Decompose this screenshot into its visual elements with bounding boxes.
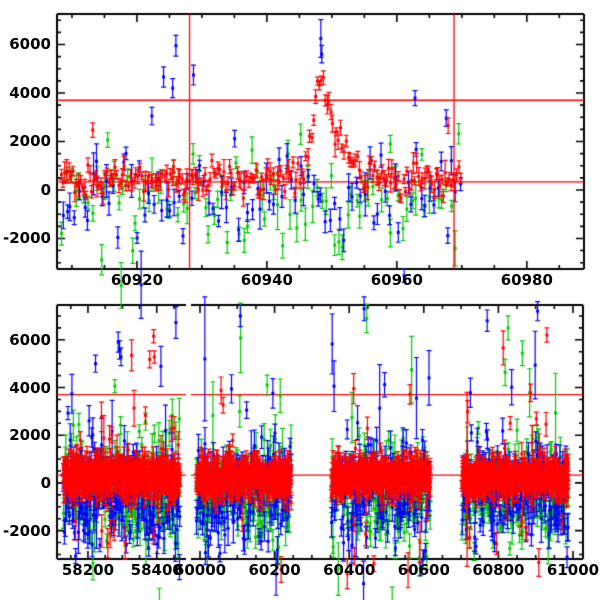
x-tick-label: 60800 xyxy=(472,561,525,579)
y-tick-label: -2000 xyxy=(3,229,51,248)
x-tick-label: 58200 xyxy=(61,561,115,579)
y-tick-label: 6000 xyxy=(9,35,51,54)
x-tick-label: 58400 xyxy=(130,561,183,579)
x-tick-label: 60940 xyxy=(240,271,293,289)
x-tick-label: 60920 xyxy=(110,271,164,289)
y-tick-label: 2000 xyxy=(9,132,51,151)
y-tick-label: 4000 xyxy=(9,83,51,102)
y-tick-label: 0 xyxy=(40,473,51,492)
x-tick-label: 60400 xyxy=(323,561,376,579)
x-tick-label: 61000 xyxy=(546,561,600,579)
y-tick-label: 2000 xyxy=(9,426,51,445)
y-tick-label: -2000 xyxy=(3,521,51,540)
x-tick-label: 60960 xyxy=(370,271,423,289)
x-tick-label: 60600 xyxy=(397,561,450,579)
x-tick-label: 60200 xyxy=(248,561,301,579)
x-tick-label: 60980 xyxy=(500,271,553,289)
y-tick-label: 0 xyxy=(40,180,51,199)
x-tick-label: 60000 xyxy=(173,561,227,579)
y-tick-label: 6000 xyxy=(9,330,51,349)
y-tick-label: 4000 xyxy=(9,378,51,397)
